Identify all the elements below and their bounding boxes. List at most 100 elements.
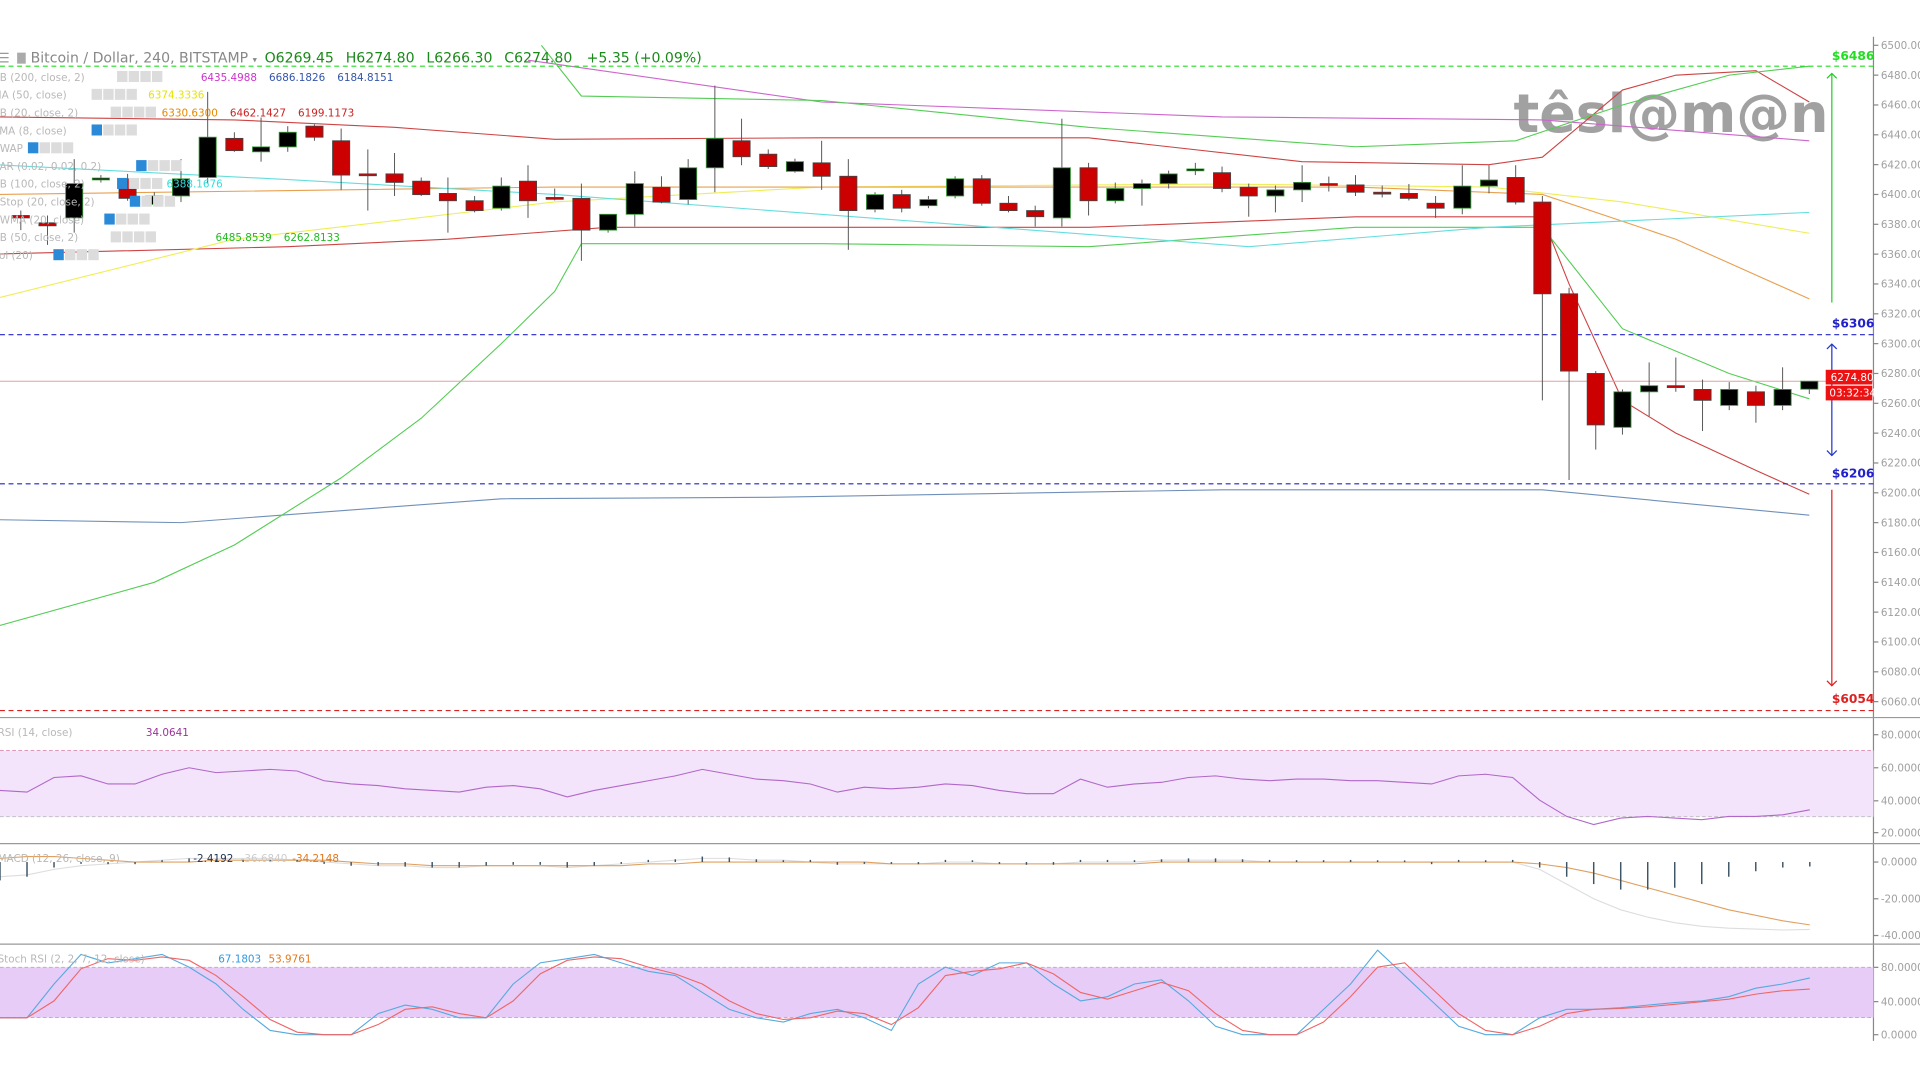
header-legend: ☰ Bitcoin / Dollar, 240, BITSTAMP ▾ O626…	[0, 50, 702, 66]
symbol-title[interactable]: Bitcoin / Dollar, 240, BITSTAMP	[31, 50, 249, 66]
eye-icon[interactable]	[91, 88, 102, 100]
close-icon[interactable]	[171, 160, 182, 172]
candle	[652, 176, 671, 204]
stoch-axis-label: 0.0000	[1881, 1029, 1917, 1041]
plus-icon[interactable]	[76, 249, 88, 261]
eye-icon[interactable]	[110, 106, 122, 118]
indicator-row: BB (100, close, 2) 6388.1676	[0, 177, 223, 191]
indicator-value: 6462.1427	[230, 107, 286, 119]
stoch-axis-label: 80.0000	[1881, 962, 1920, 974]
indicator-label: BB (100, close, 2)	[0, 179, 85, 191]
close-icon[interactable]	[139, 213, 150, 225]
candle	[198, 91, 217, 184]
candle	[972, 175, 991, 206]
gear-icon[interactable]	[147, 160, 159, 172]
candle	[1800, 380, 1819, 394]
close-icon[interactable]	[62, 142, 74, 154]
eye-icon[interactable]	[117, 71, 128, 83]
price-tag: 6274.80 03:32:34	[1825, 369, 1876, 401]
indicator-row: BB (20, close, 2) 6330.6300 6462.1427 6199.…	[0, 106, 354, 119]
bull-candle-body	[1132, 183, 1151, 189]
eye-icon[interactable]	[110, 231, 122, 243]
plus-icon[interactable]	[159, 160, 170, 172]
indicator-value: 6184.8151	[337, 72, 393, 84]
gear-icon[interactable]	[141, 195, 152, 207]
bear-candle-body	[759, 153, 778, 168]
gear-icon[interactable]	[39, 142, 50, 154]
bull-candle-body	[252, 146, 271, 153]
bull-candle-body	[1159, 173, 1178, 185]
eye-icon[interactable]	[129, 195, 141, 207]
eye-icon[interactable]	[117, 177, 128, 189]
close-icon[interactable]	[145, 231, 156, 243]
plus-icon[interactable]	[114, 88, 126, 100]
gear-icon[interactable]	[103, 88, 114, 100]
plus-icon[interactable]	[51, 142, 62, 154]
panel-separators	[0, 36, 1920, 1041]
close-icon[interactable]	[145, 106, 156, 118]
bear-candle-body	[438, 192, 457, 202]
bull-candle-body	[679, 167, 698, 200]
candle	[1026, 205, 1045, 227]
axis-label: 6120.00	[1881, 607, 1920, 619]
plus-icon[interactable]	[153, 195, 164, 207]
macd-axis-label: -20.0000	[1881, 893, 1920, 905]
bull-candle-body	[1800, 380, 1819, 390]
gear-icon[interactable]	[122, 106, 133, 118]
plus-icon[interactable]	[133, 106, 145, 118]
gear-icon[interactable]	[115, 213, 127, 225]
candle	[1773, 367, 1792, 411]
indicator-label: BB (50, close, 2)	[0, 232, 78, 244]
watermark-logo: têsl@m@n	[1513, 82, 1828, 145]
close-icon[interactable]	[126, 88, 137, 100]
candle	[492, 177, 511, 211]
level-label: $6486	[1832, 49, 1875, 63]
close-icon[interactable]	[164, 195, 176, 207]
up-arrow-head	[1826, 72, 1838, 79]
chevron-down-icon[interactable]: ▾	[253, 55, 260, 65]
rsi-axis-label: 20.0000	[1881, 827, 1920, 839]
ohlc-change: +5.35 (+0.09%)	[587, 50, 702, 66]
close-icon[interactable]	[88, 249, 99, 261]
candle	[1319, 176, 1338, 192]
indicator-value: 6374.3336	[148, 90, 204, 102]
gear-icon[interactable]	[103, 124, 114, 136]
eye-icon[interactable]	[104, 213, 115, 225]
gear-icon[interactable]	[122, 231, 133, 243]
rsi-line	[0, 767, 1810, 826]
eye-icon[interactable]	[53, 249, 64, 261]
axis-label: 6080.00	[1881, 666, 1920, 678]
axis-label: 6320.00	[1881, 308, 1920, 320]
close-icon[interactable]	[126, 124, 137, 136]
plus-icon[interactable]	[114, 124, 126, 136]
bear-candle-body	[1346, 184, 1365, 193]
bear-candle-body	[1373, 191, 1392, 195]
menu-icon[interactable]: ☰	[0, 51, 10, 66]
eye-icon[interactable]	[136, 160, 147, 172]
candle	[1640, 362, 1659, 417]
bull-candle-body	[1613, 391, 1632, 428]
candle	[519, 165, 538, 218]
plus-icon[interactable]	[140, 71, 151, 83]
plus-icon[interactable]	[140, 177, 151, 189]
eye-icon[interactable]	[91, 124, 102, 136]
indicator-label: SAR (0.02, 0.02, 0.2)	[0, 161, 101, 173]
close-icon[interactable]	[151, 177, 163, 189]
candle	[38, 215, 57, 245]
plus-icon[interactable]	[127, 213, 138, 225]
candle	[946, 176, 965, 199]
macd-label: MACD (12, 26, close, 9)	[0, 853, 120, 865]
plus-icon[interactable]	[133, 231, 145, 243]
svg-text:MACD (12, 26, close, 9)-2.4192: MACD (12, 26, close, 9) -2.4192 -36.6840 -3…	[0, 853, 339, 865]
candle	[545, 188, 564, 201]
bear-candle-body	[812, 162, 831, 177]
candle	[1533, 195, 1552, 401]
bull-candle-body	[1479, 179, 1498, 187]
indicator-bands	[0, 750, 1874, 1018]
gear-icon[interactable]	[128, 177, 140, 189]
gear-icon[interactable]	[128, 71, 140, 83]
close-icon[interactable]	[151, 71, 163, 83]
eye-icon[interactable]	[27, 142, 39, 154]
gear-icon[interactable]	[65, 249, 76, 261]
